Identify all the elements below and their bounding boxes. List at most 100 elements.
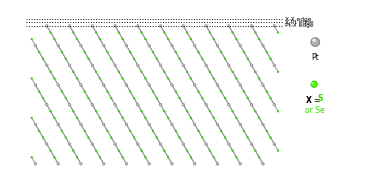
Circle shape bbox=[136, 25, 139, 27]
Circle shape bbox=[133, 137, 135, 138]
Circle shape bbox=[164, 71, 165, 73]
Circle shape bbox=[91, 143, 94, 145]
Circle shape bbox=[141, 110, 143, 112]
Text: S: S bbox=[318, 94, 323, 103]
Circle shape bbox=[50, 110, 51, 112]
Circle shape bbox=[65, 97, 67, 99]
Circle shape bbox=[224, 97, 226, 99]
Circle shape bbox=[76, 78, 78, 79]
Circle shape bbox=[254, 32, 256, 33]
Circle shape bbox=[46, 143, 48, 145]
Circle shape bbox=[31, 117, 33, 119]
Circle shape bbox=[61, 130, 63, 132]
Circle shape bbox=[68, 25, 71, 27]
Circle shape bbox=[258, 78, 260, 79]
Circle shape bbox=[73, 32, 74, 33]
Circle shape bbox=[114, 103, 116, 106]
Circle shape bbox=[186, 150, 188, 151]
Circle shape bbox=[57, 44, 59, 47]
Circle shape bbox=[46, 143, 47, 144]
Circle shape bbox=[69, 143, 70, 144]
Circle shape bbox=[144, 117, 146, 119]
Circle shape bbox=[183, 143, 184, 144]
Circle shape bbox=[232, 32, 234, 33]
Circle shape bbox=[201, 97, 203, 99]
Circle shape bbox=[205, 25, 206, 26]
Circle shape bbox=[194, 123, 196, 126]
Circle shape bbox=[277, 32, 279, 33]
Circle shape bbox=[159, 143, 162, 145]
Circle shape bbox=[125, 124, 127, 125]
Circle shape bbox=[91, 64, 94, 67]
Circle shape bbox=[232, 150, 234, 151]
Circle shape bbox=[136, 103, 139, 106]
Circle shape bbox=[171, 163, 172, 164]
Circle shape bbox=[235, 156, 237, 158]
Circle shape bbox=[54, 117, 55, 119]
Circle shape bbox=[201, 58, 203, 60]
Circle shape bbox=[247, 58, 249, 60]
Circle shape bbox=[99, 156, 101, 158]
Circle shape bbox=[31, 38, 33, 40]
Circle shape bbox=[167, 117, 169, 119]
Circle shape bbox=[182, 25, 184, 27]
Circle shape bbox=[31, 78, 33, 79]
Circle shape bbox=[46, 25, 47, 26]
Circle shape bbox=[205, 143, 207, 145]
Circle shape bbox=[217, 45, 218, 46]
Circle shape bbox=[194, 124, 195, 125]
Circle shape bbox=[171, 45, 172, 46]
Circle shape bbox=[148, 163, 150, 165]
Circle shape bbox=[73, 110, 74, 112]
Circle shape bbox=[88, 137, 89, 138]
Circle shape bbox=[160, 104, 161, 105]
Circle shape bbox=[39, 130, 40, 132]
Circle shape bbox=[65, 137, 67, 138]
Circle shape bbox=[76, 156, 78, 158]
Circle shape bbox=[114, 143, 115, 144]
Circle shape bbox=[84, 91, 85, 92]
Circle shape bbox=[247, 97, 249, 99]
Circle shape bbox=[251, 104, 252, 105]
Circle shape bbox=[114, 25, 115, 26]
Circle shape bbox=[148, 123, 150, 126]
Circle shape bbox=[91, 64, 93, 66]
Circle shape bbox=[262, 163, 263, 164]
Circle shape bbox=[228, 64, 230, 67]
Circle shape bbox=[61, 51, 63, 53]
Circle shape bbox=[273, 103, 276, 106]
Circle shape bbox=[164, 150, 165, 151]
Circle shape bbox=[209, 71, 211, 73]
Circle shape bbox=[251, 64, 252, 66]
Circle shape bbox=[91, 25, 94, 27]
Circle shape bbox=[239, 124, 240, 125]
Circle shape bbox=[167, 78, 169, 79]
Text: or Se: or Se bbox=[305, 106, 325, 115]
Circle shape bbox=[273, 104, 274, 105]
Circle shape bbox=[80, 44, 82, 47]
Circle shape bbox=[171, 123, 173, 126]
Circle shape bbox=[270, 58, 271, 60]
Circle shape bbox=[80, 84, 81, 85]
Circle shape bbox=[99, 117, 101, 119]
Circle shape bbox=[198, 51, 199, 53]
Circle shape bbox=[266, 51, 268, 53]
Circle shape bbox=[217, 124, 218, 125]
Circle shape bbox=[152, 51, 154, 53]
Text: $\mathbf{X}$ =: $\mathbf{X}$ = bbox=[305, 94, 321, 105]
Circle shape bbox=[34, 84, 37, 86]
Circle shape bbox=[217, 84, 218, 85]
Circle shape bbox=[125, 84, 127, 85]
Circle shape bbox=[102, 123, 105, 126]
Circle shape bbox=[114, 64, 115, 66]
Circle shape bbox=[220, 51, 222, 53]
Circle shape bbox=[262, 84, 264, 86]
Circle shape bbox=[159, 25, 162, 27]
Circle shape bbox=[239, 45, 240, 46]
Circle shape bbox=[88, 58, 89, 60]
Circle shape bbox=[262, 45, 263, 46]
Circle shape bbox=[235, 38, 237, 40]
Circle shape bbox=[35, 163, 36, 164]
Circle shape bbox=[171, 124, 172, 125]
Circle shape bbox=[186, 71, 188, 73]
